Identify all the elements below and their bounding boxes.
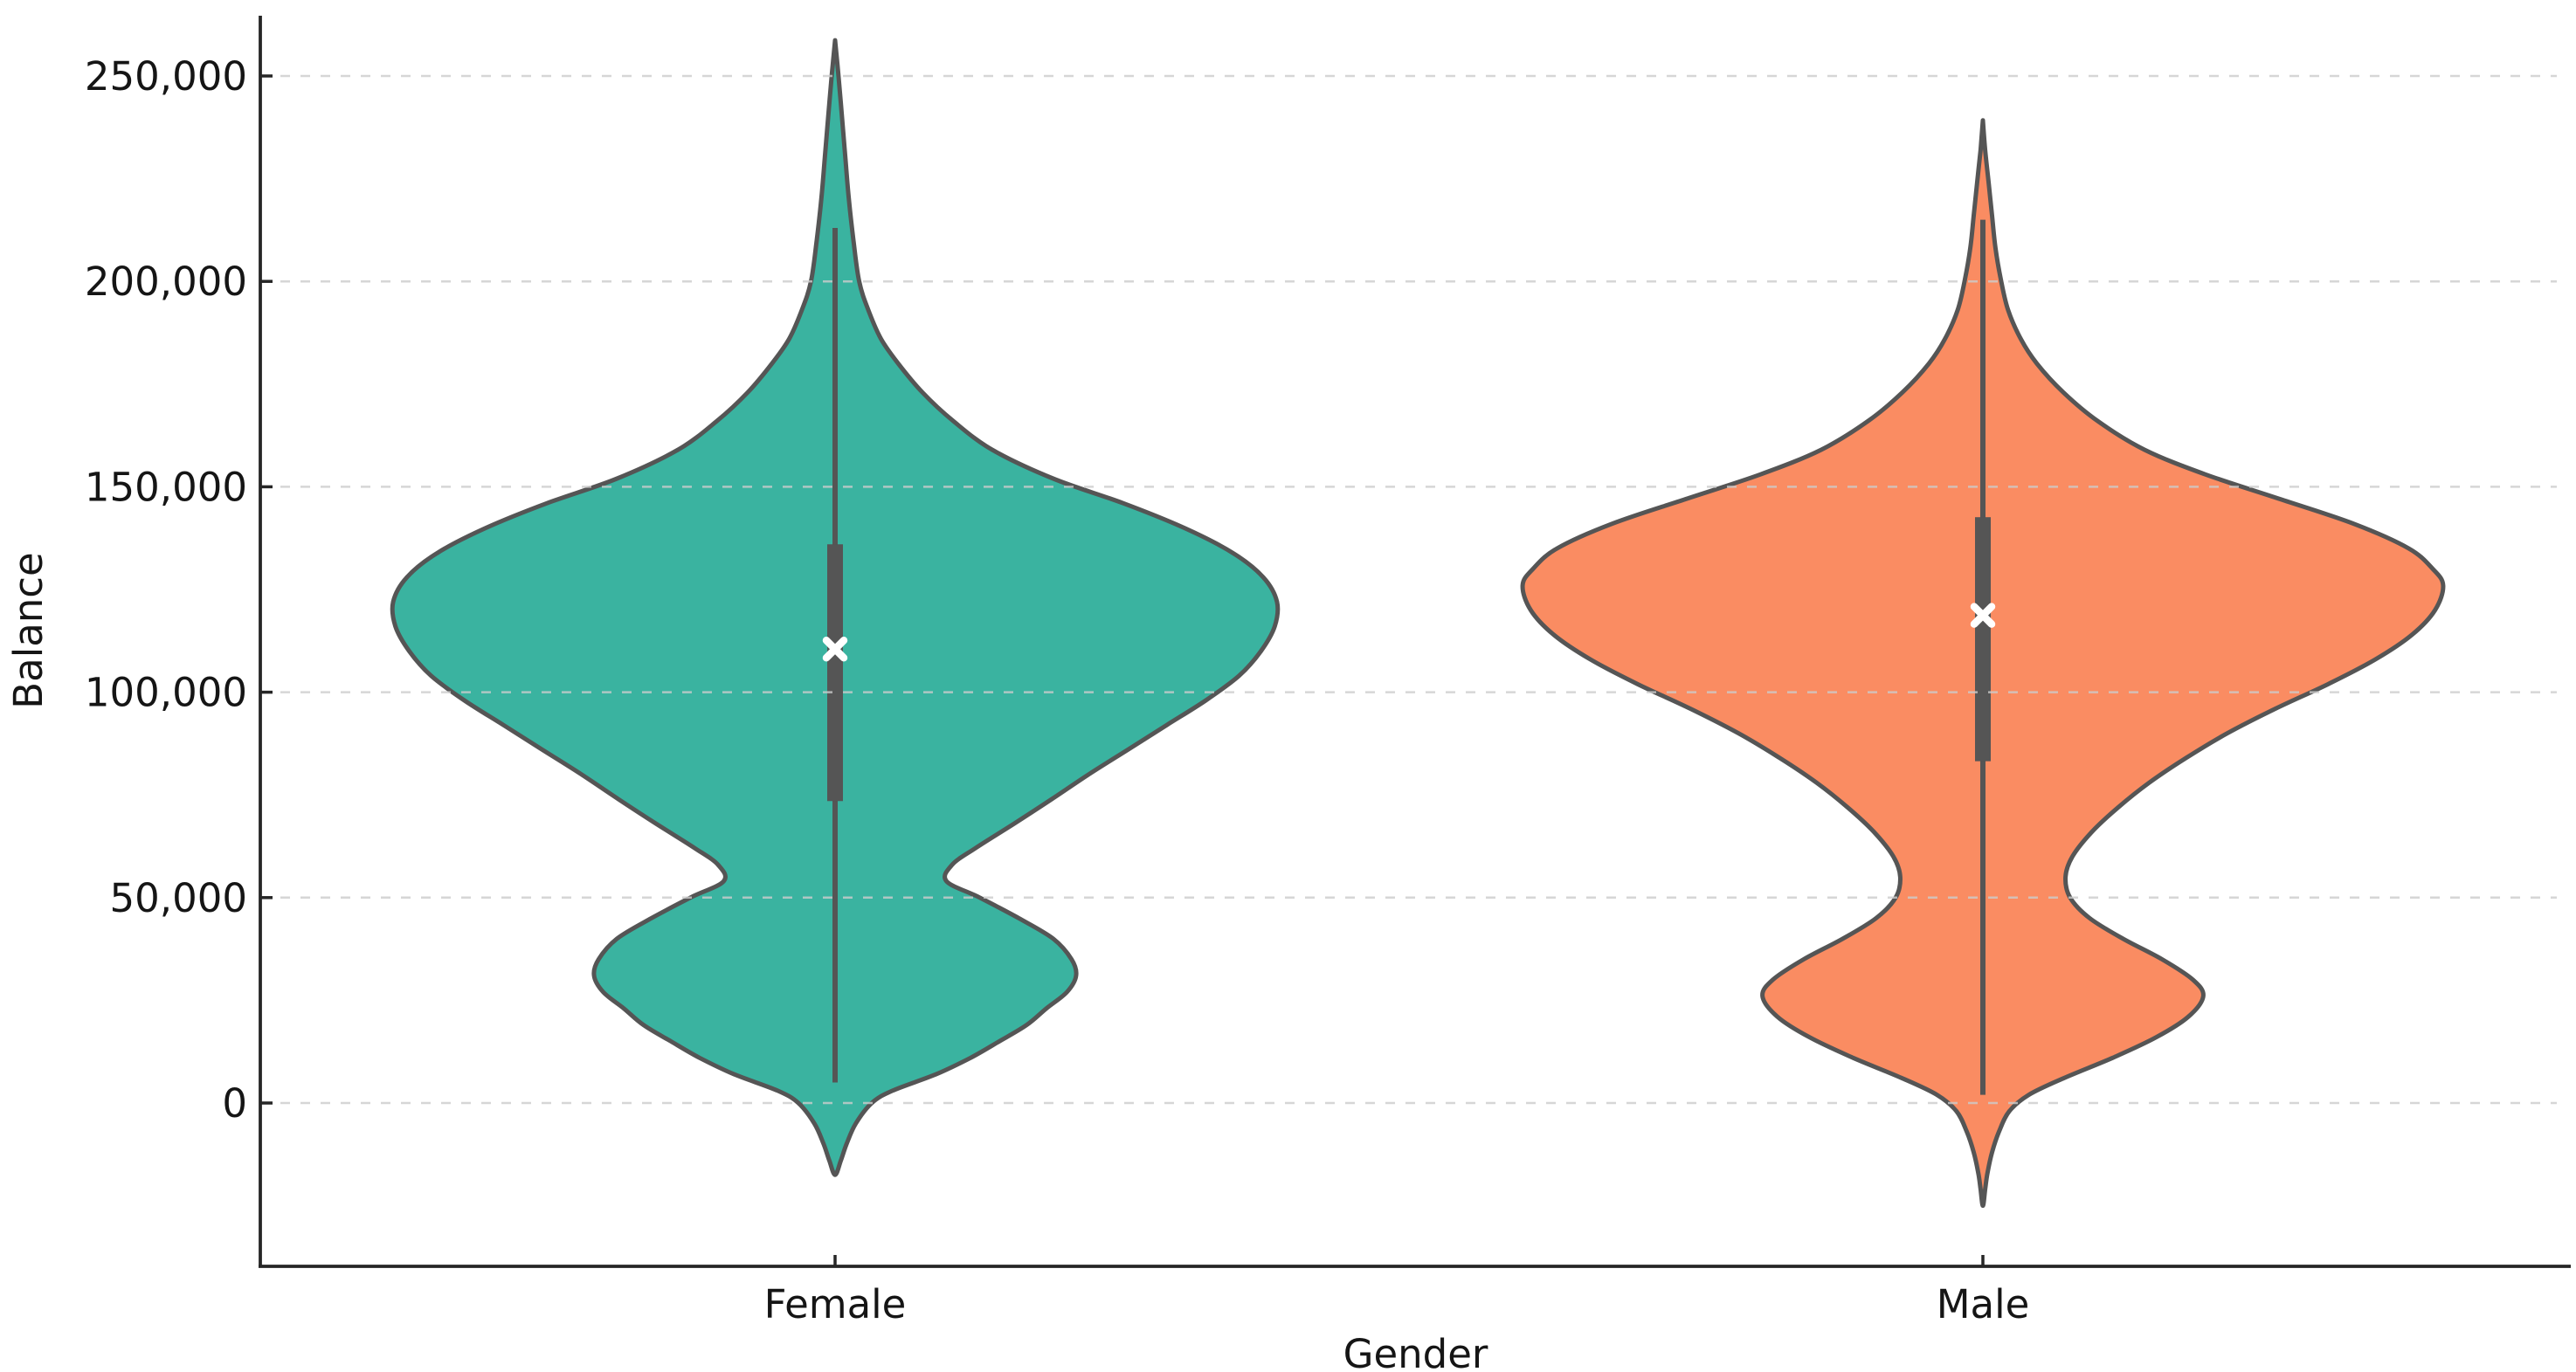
iqr-box-male [1975,517,1991,762]
mean-x-stroke-2 [822,636,848,662]
mean-marker-female [822,636,848,662]
x-tick-label-female: Female [764,1281,907,1327]
y-tick-label-0: 0 [222,1080,247,1127]
y-axis-label: Balance [5,552,52,708]
y-tick-label-200,000: 200,000 [85,259,247,305]
mean-marker-male [1970,603,1996,628]
mean-x-stroke-2 [1970,603,1996,628]
x-tick-label-male: Male [1937,1281,2030,1327]
x-axis-label: Gender [1343,1331,1488,1372]
y-tick-label-150,000: 150,000 [85,464,247,510]
y-tick-label-250,000: 250,000 [85,53,247,100]
iqr-box-female [827,544,843,802]
y-tick-label-50,000: 50,000 [110,875,247,921]
y-tick-label-100,000: 100,000 [85,670,247,716]
